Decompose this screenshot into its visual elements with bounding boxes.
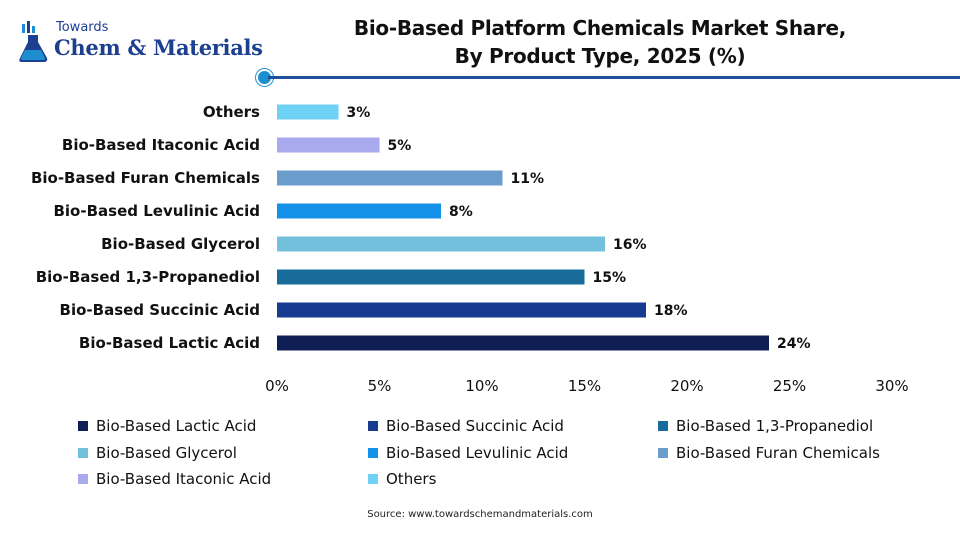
category-label-bio-based-itaconic-acid: Bio-Based Itaconic Acid [62,136,260,154]
bar-bio-based-levulinic-acid [277,203,441,219]
category-label-bio-based-glycerol: Bio-Based Glycerol [101,235,260,253]
chart-title: Bio-Based Platform Chemicals Market Shar… [300,14,900,70]
category-label-bio-based-furan-chemicals: Bio-Based Furan Chemicals [31,169,260,187]
legend-label: Bio-Based Furan Chemicals [676,443,880,462]
bar-bio-based-furan-chemicals [277,170,503,186]
x-tick-labels-group: 0% 5% 10% 15% 20% 25% 30% [265,377,909,395]
legend-swatch [78,474,88,484]
legend-label: Others [386,470,437,488]
value-label-bio-based-levulinic-acid: 8% [449,204,473,220]
value-label-bio-based-glycerol: 16% [613,237,647,253]
legend-label: Bio-Based 1,3-Propanediol [676,417,874,435]
brand-top-word: Towards [56,20,109,35]
bar-bio-based-1-3-propanediol [277,269,585,285]
brand-logo: Towards Chem & Materials [14,16,263,68]
bar-others [277,104,339,120]
value-label-bio-based-furan-chemicals: 11% [511,171,545,187]
x-tick-label: 15% [568,377,601,395]
bar-bio-based-itaconic-acid [277,137,380,153]
chart-title-line-2: By Product Type, 2025 (%) [454,44,746,68]
legend-label: Bio-Based Succinic Acid [386,417,564,435]
x-tick-label: 0% [265,377,289,395]
legend-swatch [368,474,378,484]
x-tick-label: 5% [368,377,392,395]
bars-group [277,104,769,351]
category-labels-group: Others Bio-Based Itaconic Acid Bio-Based F… [31,103,260,352]
legend-swatch [368,447,378,458]
legend-swatch [658,447,668,458]
x-tick-label: 20% [670,377,703,395]
value-label-others: 3% [347,105,371,121]
value-labels-group: 3% 5% 11% 8% 16% 15% 18% 24% [347,105,811,352]
header-rule [268,76,960,79]
value-label-bio-based-1-3-propanediol: 15% [593,270,627,286]
category-label-bio-based-1-3-propanediol: Bio-Based 1,3-Propanediol [36,268,260,286]
legend-swatch [78,447,88,458]
x-tick-label: 25% [773,377,806,395]
brand-name: Chem & Materials [54,35,263,60]
bar-bio-based-lactic-acid [277,335,769,351]
chart-title-line-1: Bio-Based Platform Chemicals Market Shar… [353,16,847,40]
bar-bio-based-succinic-acid [277,302,646,318]
category-label-others: Others [203,103,260,121]
value-label-bio-based-succinic-acid: 18% [654,303,688,319]
x-tick-label: 10% [465,377,498,395]
legend-label: Bio-Based Itaconic Acid [96,470,272,488]
legend-label: Bio-Based Lactic Acid [96,417,257,435]
category-label-bio-based-succinic-acid: Bio-Based Succinic Acid [60,301,260,319]
source-note: Source: www.towardschemandmaterials.com [367,509,593,520]
legend-label: Bio-Based Levulinic Acid [386,443,569,462]
value-label-bio-based-lactic-acid: 24% [777,336,811,352]
value-label-bio-based-itaconic-acid: 5% [388,138,412,154]
bar-bio-based-glycerol [277,236,605,252]
category-label-bio-based-levulinic-acid: Bio-Based Levulinic Acid [53,202,260,220]
category-label-bio-based-lactic-acid: Bio-Based Lactic Acid [79,334,260,352]
legend-swatch [78,421,88,431]
x-tick-label: 30% [875,377,908,395]
legend-swatch [658,421,668,431]
legend-swatch [368,421,378,431]
legend-label: Bio-Based Glycerol [96,443,237,462]
flask-chart-icon [19,21,48,62]
